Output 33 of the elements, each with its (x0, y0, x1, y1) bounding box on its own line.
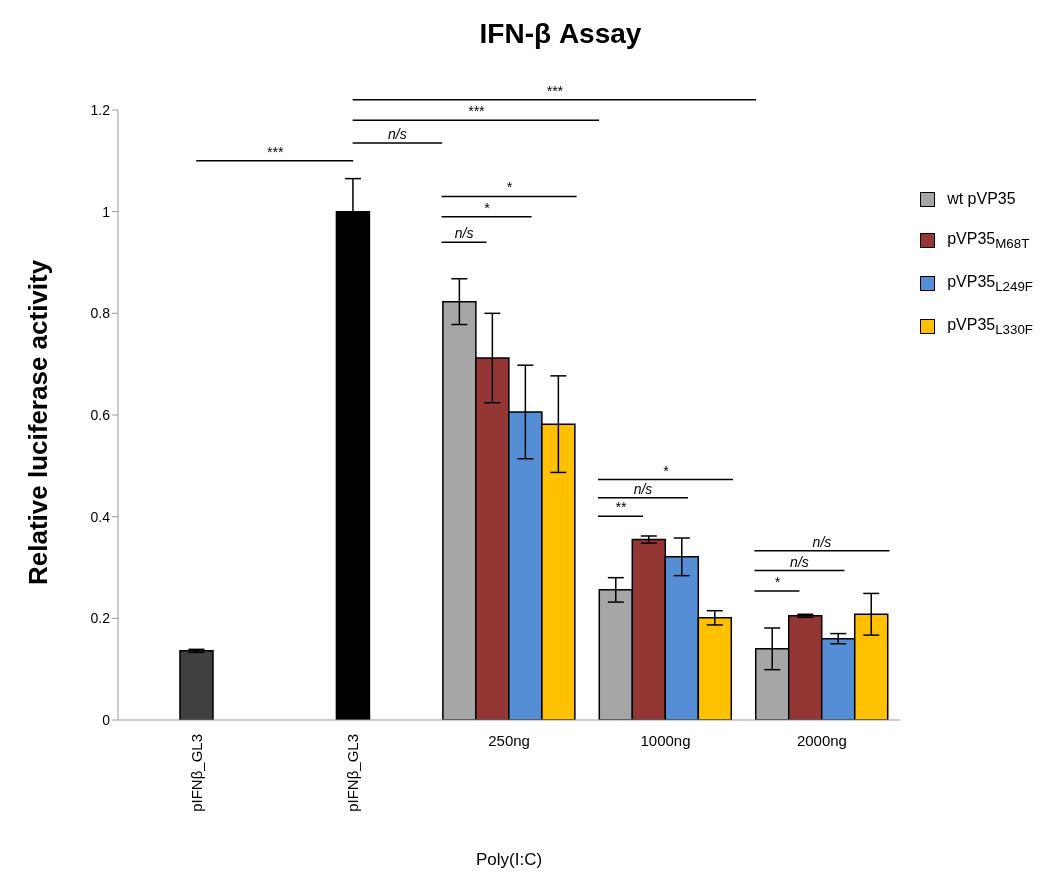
y-tick-label: 1.2 (90, 101, 111, 118)
x-tick-label: 250ng (488, 732, 530, 749)
annotation: * (506, 179, 513, 196)
annotation: n/s (388, 126, 407, 143)
x-tick-label: 1000ng (640, 732, 691, 749)
y-tick-label: 0.4 (90, 508, 111, 525)
annotation: n/s (454, 225, 474, 242)
bar (179, 650, 214, 720)
x-tick-label: pIFNβ_GL3 (187, 734, 205, 812)
annotation: * (483, 199, 490, 216)
annotation: ** (615, 499, 627, 516)
annotation: *** (467, 103, 485, 120)
annotation: * (662, 462, 669, 479)
annotation: n/s (790, 553, 809, 570)
y-tick-label: 1 (102, 203, 111, 220)
legend-label: wt pVP35 (947, 190, 1016, 208)
y-tick-label: 0 (102, 711, 111, 728)
legend-label: pVP35$_{L330F}$ (947, 316, 1033, 338)
y-tick-label: 0.6 (90, 406, 111, 423)
y-axis-title: Relative luciferase activity (23, 259, 54, 585)
legend-label: pVP35$_{L249F}$ (947, 273, 1033, 295)
y-tick-label: 0.8 (90, 305, 111, 322)
legend-label: pVP35$_{M68T}$ (947, 230, 1030, 252)
text: *** (546, 82, 564, 99)
x-axis-title: Poly(I:C) (476, 850, 543, 869)
x-tick-label: 2000ng (796, 732, 847, 749)
annotation: n/s (812, 533, 832, 550)
annotation: n/s (633, 480, 653, 497)
x-tick-label: pIFNβ_GL3 (344, 734, 362, 812)
annotation: *** (266, 143, 284, 160)
annotation: * (774, 573, 781, 590)
chart-title: IFN-β Assay (478, 17, 643, 51)
y-tick-label: 0.2 (90, 610, 111, 627)
